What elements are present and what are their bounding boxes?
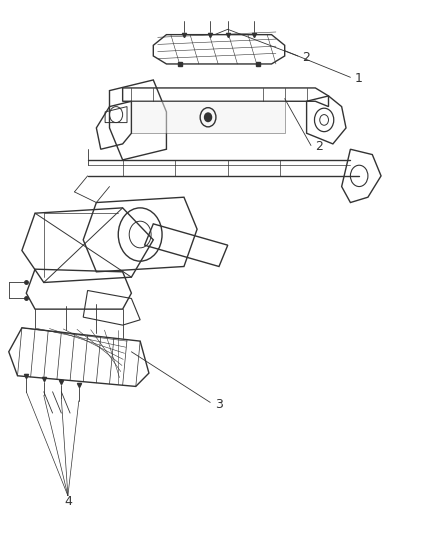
Text: 3: 3 [215,398,223,410]
Polygon shape [131,101,285,133]
Text: 4: 4 [64,495,72,507]
Circle shape [205,113,212,122]
Text: 2: 2 [315,140,323,153]
Text: 2: 2 [302,51,310,63]
Text: 1: 1 [355,72,363,85]
